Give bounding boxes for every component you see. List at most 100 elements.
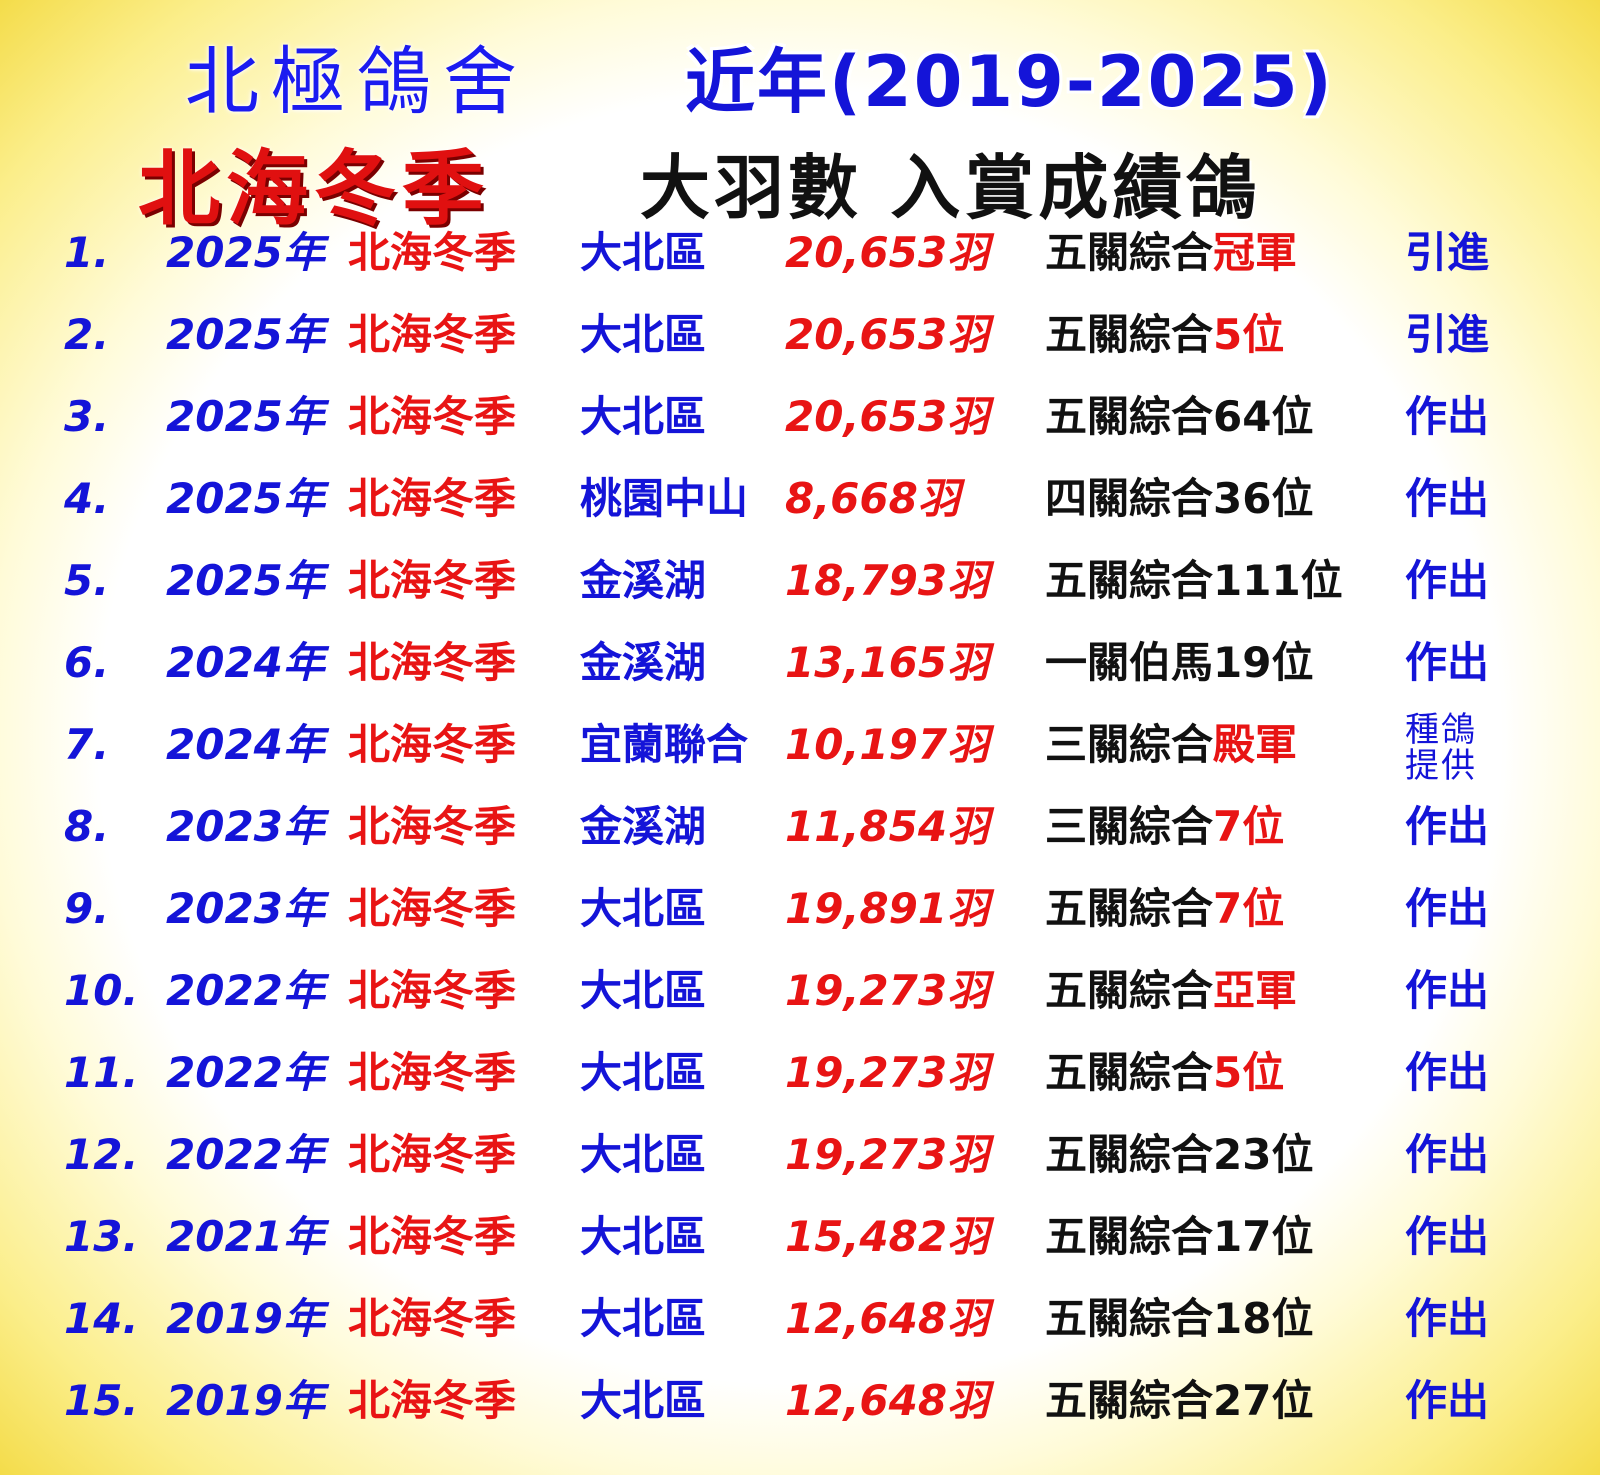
result-highlight: 7位 [1213,884,1285,933]
row-number: 4. [64,474,110,523]
result-text: 五關綜合 [1045,884,1214,933]
row-year: 2025年 [166,556,325,605]
result-text: 四關綜合36位 [1045,474,1314,523]
row-bird-count: 20,653羽 [785,228,990,277]
year-range: 近年(2019-2025) [685,41,1334,123]
row-region: 大北區 [580,966,707,1015]
row-year: 2024年 [166,720,325,769]
row-action: 引進 [1405,228,1490,277]
result-text: 五關綜合111位 [1045,556,1343,605]
result-row: 6. 2024年 北海冬季 金溪湖 13,165羽 一關伯馬19位 作出 [0,622,1600,704]
result-text: 三關綜合 [1045,720,1214,769]
row-region: 大北區 [580,1376,707,1425]
row-bird-count: 8,668羽 [785,474,960,523]
row-region: 桃園中山 [580,474,749,523]
row-action: 作出 [1405,1212,1490,1261]
result-row: 5. 2025年 北海冬季 金溪湖 18,793羽 五關綜合111位 作出 [0,540,1600,622]
result-row: 1. 2025年 北海冬季 大北區 20,653羽 五關綜合冠軍 引進 [0,212,1600,294]
row-bird-count: 12,648羽 [785,1376,990,1425]
row-region: 金溪湖 [580,556,707,605]
result-row: 13. 2021年 北海冬季 大北區 15,482羽 五關綜合17位 作出 [0,1196,1600,1278]
subtitle: 大羽數 入賞成績鴿 [640,147,1261,229]
result-row: 14. 2019年 北海冬季 大北區 12,648羽 五關綜合18位 作出 [0,1278,1600,1360]
row-year: 2024年 [166,638,325,687]
row-region: 金溪湖 [580,638,707,687]
row-year: 2023年 [166,802,325,851]
row-year: 2022年 [166,1130,325,1179]
row-action: 作出 [1405,1130,1490,1179]
row-result: 五關綜合27位 [1045,1360,1313,1442]
row-result: 五關綜合18位 [1045,1278,1313,1360]
result-row: 7. 2024年 北海冬季 宜蘭聯合 10,197羽 三關綜合殿軍 種鴿提供 [0,704,1600,786]
result-text: 五關綜合23位 [1045,1130,1314,1179]
event-title: 北海冬季 [138,142,491,237]
result-row: 15. 2019年 北海冬季 大北區 12,648羽 五關綜合27位 作出 [0,1360,1600,1442]
row-result: 五關綜合64位 [1045,376,1313,458]
row-action: 作出 [1405,474,1490,523]
result-highlight: 5位 [1213,310,1285,359]
row-year: 2023年 [166,884,325,933]
result-row: 2. 2025年 北海冬季 大北區 20,653羽 五關綜合5位 引進 [0,294,1600,376]
result-highlight: 5位 [1213,1048,1285,1097]
row-event: 北海冬季 [348,1212,517,1261]
row-bird-count: 10,197羽 [785,720,990,769]
row-year: 2025年 [166,310,325,359]
row-region: 大北區 [580,310,707,359]
row-event: 北海冬季 [348,228,517,277]
row-region: 大北區 [580,1294,707,1343]
result-text: 五關綜合64位 [1045,392,1314,441]
row-year: 2019年 [166,1294,325,1343]
row-result: 四關綜合36位 [1045,458,1313,540]
row-event: 北海冬季 [348,720,517,769]
row-action: 作出 [1405,1048,1490,1097]
row-event: 北海冬季 [348,802,517,851]
row-number: 9. [64,884,110,933]
row-result: 三關綜合7位 [1045,786,1284,868]
row-year: 2021年 [166,1212,325,1261]
row-result: 五關綜合冠軍 [1045,212,1297,294]
row-year: 2022年 [166,966,325,1015]
result-text: 五關綜合 [1045,310,1214,359]
row-result: 一關伯馬19位 [1045,622,1313,704]
result-text: 一關伯馬19位 [1045,638,1314,687]
row-bird-count: 18,793羽 [785,556,990,605]
row-number: 10. [64,966,139,1015]
row-region: 大北區 [580,884,707,933]
row-number: 14. [64,1294,139,1343]
row-number: 12. [64,1130,139,1179]
row-result: 五關綜合17位 [1045,1196,1313,1278]
row-number: 5. [64,556,110,605]
row-number: 11. [64,1048,139,1097]
result-row: 3. 2025年 北海冬季 大北區 20,653羽 五關綜合64位 作出 [0,376,1600,458]
row-bird-count: 12,648羽 [785,1294,990,1343]
row-action: 作出 [1405,392,1490,441]
row-event: 北海冬季 [348,1376,517,1425]
results-list: 1. 2025年 北海冬季 大北區 20,653羽 五關綜合冠軍 引進 2. 2025年 北海冬季… [0,212,1600,1442]
result-text: 五關綜合 [1045,228,1214,277]
row-number: 13. [64,1212,139,1261]
row-bird-count: 15,482羽 [785,1212,990,1261]
row-bird-count: 19,273羽 [785,966,990,1015]
row-result: 五關綜合亞軍 [1045,950,1297,1032]
row-region: 金溪湖 [580,802,707,851]
row-bird-count: 19,273羽 [785,1048,990,1097]
result-text: 三關綜合 [1045,802,1214,851]
row-event: 北海冬季 [348,1294,517,1343]
result-row: 10. 2022年 北海冬季 大北區 19,273羽 五關綜合亞軍 作出 [0,950,1600,1032]
row-bird-count: 20,653羽 [785,392,990,441]
row-event: 北海冬季 [348,392,517,441]
row-event: 北海冬季 [348,884,517,933]
row-action: 作出 [1405,884,1490,933]
row-number: 1. [64,228,110,277]
row-action: 作出 [1405,802,1490,851]
row-region: 大北區 [580,1048,707,1097]
row-bird-count: 19,891羽 [785,884,990,933]
row-bird-count: 19,273羽 [785,1130,990,1179]
row-action: 作出 [1405,1376,1490,1425]
result-highlight: 殿軍 [1213,720,1298,769]
row-event: 北海冬季 [348,1130,517,1179]
result-row: 9. 2023年 北海冬季 大北區 19,891羽 五關綜合7位 作出 [0,868,1600,950]
row-result: 五關綜合111位 [1045,540,1343,622]
row-number: 15. [64,1376,139,1425]
row-year: 2022年 [166,1048,325,1097]
